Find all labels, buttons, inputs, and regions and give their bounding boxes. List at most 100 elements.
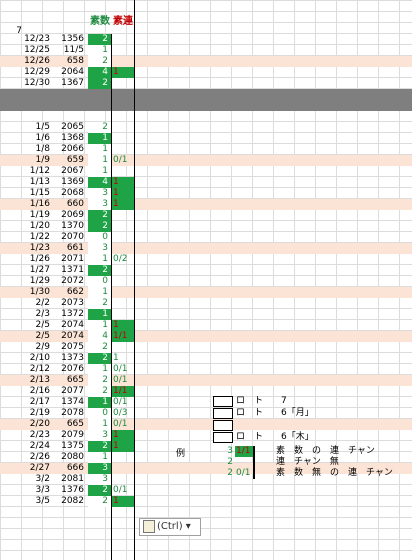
table-row[interactable]: 3/5 2082 2 1: [0, 496, 412, 507]
table-row[interactable]: 12/29 2064 4 1: [0, 67, 412, 78]
prime-count-cell[interactable]: 2: [88, 485, 111, 496]
prime-count-cell[interactable]: 1: [88, 155, 111, 166]
prime-streak-cell[interactable]: [111, 298, 134, 309]
date-cell[interactable]: 1/16: [29, 199, 50, 209]
prime-streak-cell[interactable]: [111, 287, 134, 298]
table-row[interactable]: 2/23 2079 3 1: [0, 430, 412, 441]
prime-count-cell[interactable]: 3: [88, 243, 111, 254]
table-row[interactable]: 12/26 658 2: [0, 56, 412, 67]
prime-count-cell[interactable]: 1: [88, 166, 111, 177]
date-cell[interactable]: 2/26: [29, 452, 50, 462]
number-cell[interactable]: 2074: [61, 320, 84, 330]
prime-streak-cell[interactable]: 0/1: [113, 364, 128, 374]
date-cell[interactable]: 3/5: [35, 496, 50, 506]
prime-count-cell[interactable]: 0: [88, 408, 111, 419]
number-cell[interactable]: 2067: [61, 166, 84, 176]
prime-count-cell[interactable]: 3: [88, 463, 111, 474]
prime-count-cell[interactable]: 1: [88, 419, 111, 430]
number-cell[interactable]: 659: [66, 155, 84, 165]
table-row[interactable]: 2/17 1374 1 0/1: [0, 397, 412, 408]
table-row[interactable]: 2/5 2074 4 1/1: [0, 331, 412, 342]
table-row[interactable]: 12/23 1356 2: [0, 34, 412, 45]
table-row[interactable]: [0, 100, 412, 111]
prime-count-cell[interactable]: 2: [88, 353, 111, 364]
prime-count-cell[interactable]: 1: [88, 452, 111, 463]
table-row[interactable]: 1/19 2069 2: [0, 210, 412, 221]
prime-streak-cell[interactable]: [111, 34, 134, 45]
table-row[interactable]: 1/29 2072 0: [0, 276, 412, 287]
date-cell[interactable]: 1/27: [29, 265, 50, 275]
prime-count-cell[interactable]: 3: [88, 199, 111, 210]
prime-streak-cell[interactable]: [111, 56, 134, 67]
date-cell[interactable]: 2/24: [29, 441, 50, 451]
date-cell[interactable]: 2/10: [29, 353, 50, 363]
prime-count-cell[interactable]: 1: [88, 364, 111, 375]
date-cell[interactable]: 2/16: [29, 386, 50, 396]
number-cell[interactable]: 2064: [61, 67, 84, 77]
prime-count-cell[interactable]: 2: [88, 56, 111, 67]
prime-count-cell[interactable]: 0: [88, 232, 111, 243]
prime-streak-cell[interactable]: [111, 342, 134, 353]
prime-streak-cell[interactable]: 1: [111, 496, 134, 507]
prime-streak-cell[interactable]: [111, 232, 134, 243]
number-cell[interactable]: 1367: [61, 78, 84, 88]
date-cell[interactable]: 1/9: [35, 155, 50, 165]
number-cell[interactable]: 1376: [61, 485, 84, 495]
table-row[interactable]: 2/26 2080 1: [0, 452, 412, 463]
table-row[interactable]: 1/6 1368 1: [0, 133, 412, 144]
table-row[interactable]: 2/27 666 3: [0, 463, 412, 474]
table-row[interactable]: 3/3 1376 2 0/1: [0, 485, 412, 496]
table-row[interactable]: 1/27 1371 2: [0, 265, 412, 276]
prime-streak-cell[interactable]: [111, 243, 134, 254]
table-row[interactable]: 2/20 665 1 0/1: [0, 419, 412, 430]
date-cell[interactable]: 3/3: [35, 485, 50, 495]
prime-streak-cell[interactable]: [111, 122, 134, 133]
date-cell[interactable]: 2/27: [29, 463, 50, 473]
date-cell[interactable]: 1/12: [29, 166, 50, 176]
date-cell[interactable]: 12/26: [24, 56, 50, 66]
table-row[interactable]: 2/19 2078 0 0/3: [0, 408, 412, 419]
prime-count-cell[interactable]: 2: [88, 221, 111, 232]
date-cell[interactable]: 2/3: [35, 309, 50, 319]
prime-streak-cell[interactable]: 0/1: [113, 419, 128, 429]
number-cell[interactable]: 2079: [61, 430, 84, 440]
date-cell[interactable]: 1/13: [29, 177, 50, 187]
prime-streak-cell[interactable]: [111, 166, 134, 177]
table-row[interactable]: 2/24 1375 2 1: [0, 441, 412, 452]
prime-count-cell[interactable]: 3: [88, 188, 111, 199]
prime-count-cell[interactable]: 2: [88, 342, 111, 353]
prime-count-cell[interactable]: 2: [88, 298, 111, 309]
prime-count-cell[interactable]: 4: [88, 67, 111, 78]
date-cell[interactable]: 2/13: [29, 375, 50, 385]
date-cell[interactable]: 1/26: [29, 254, 50, 264]
date-cell[interactable]: 1/20: [29, 221, 50, 231]
date-cell[interactable]: 1/19: [29, 210, 50, 220]
table-row[interactable]: 1/5 2065 2: [0, 122, 412, 133]
prime-streak-cell[interactable]: [111, 463, 134, 474]
prime-streak-cell[interactable]: 1: [111, 430, 134, 441]
date-cell[interactable]: 1/29: [29, 276, 50, 286]
date-cell[interactable]: 3/2: [35, 474, 50, 484]
date-cell[interactable]: 2/20: [29, 419, 50, 429]
prime-count-cell[interactable]: 1: [88, 320, 111, 331]
table-row[interactable]: 1/23 661 3: [0, 243, 412, 254]
prime-count-cell[interactable]: 2: [88, 375, 111, 386]
table-row[interactable]: 2/12 2076 1 0/1: [0, 364, 412, 375]
table-row[interactable]: 1/16 660 3 1: [0, 199, 412, 210]
table-row[interactable]: 1/26 2071 1 0/2: [0, 254, 412, 265]
prime-count-cell[interactable]: 1: [88, 254, 111, 265]
number-cell[interactable]: 11/5: [63, 45, 84, 55]
prime-streak-cell[interactable]: [111, 144, 134, 155]
date-cell[interactable]: 1/23: [29, 243, 50, 253]
date-cell[interactable]: 1/30: [29, 287, 50, 297]
number-cell[interactable]: 2070: [61, 232, 84, 242]
date-cell[interactable]: 2/9: [35, 342, 50, 352]
prime-streak-cell[interactable]: [111, 78, 134, 89]
number-cell[interactable]: 1372: [61, 309, 84, 319]
date-cell[interactable]: 1/15: [29, 188, 50, 198]
table-row[interactable]: 2/3 1372 1: [0, 309, 412, 320]
table-row[interactable]: 1/20 1370 2: [0, 221, 412, 232]
prime-streak-cell[interactable]: 0/1: [113, 375, 128, 385]
number-cell[interactable]: 1374: [61, 397, 84, 407]
table-row[interactable]: 3/2 2081 3: [0, 474, 412, 485]
